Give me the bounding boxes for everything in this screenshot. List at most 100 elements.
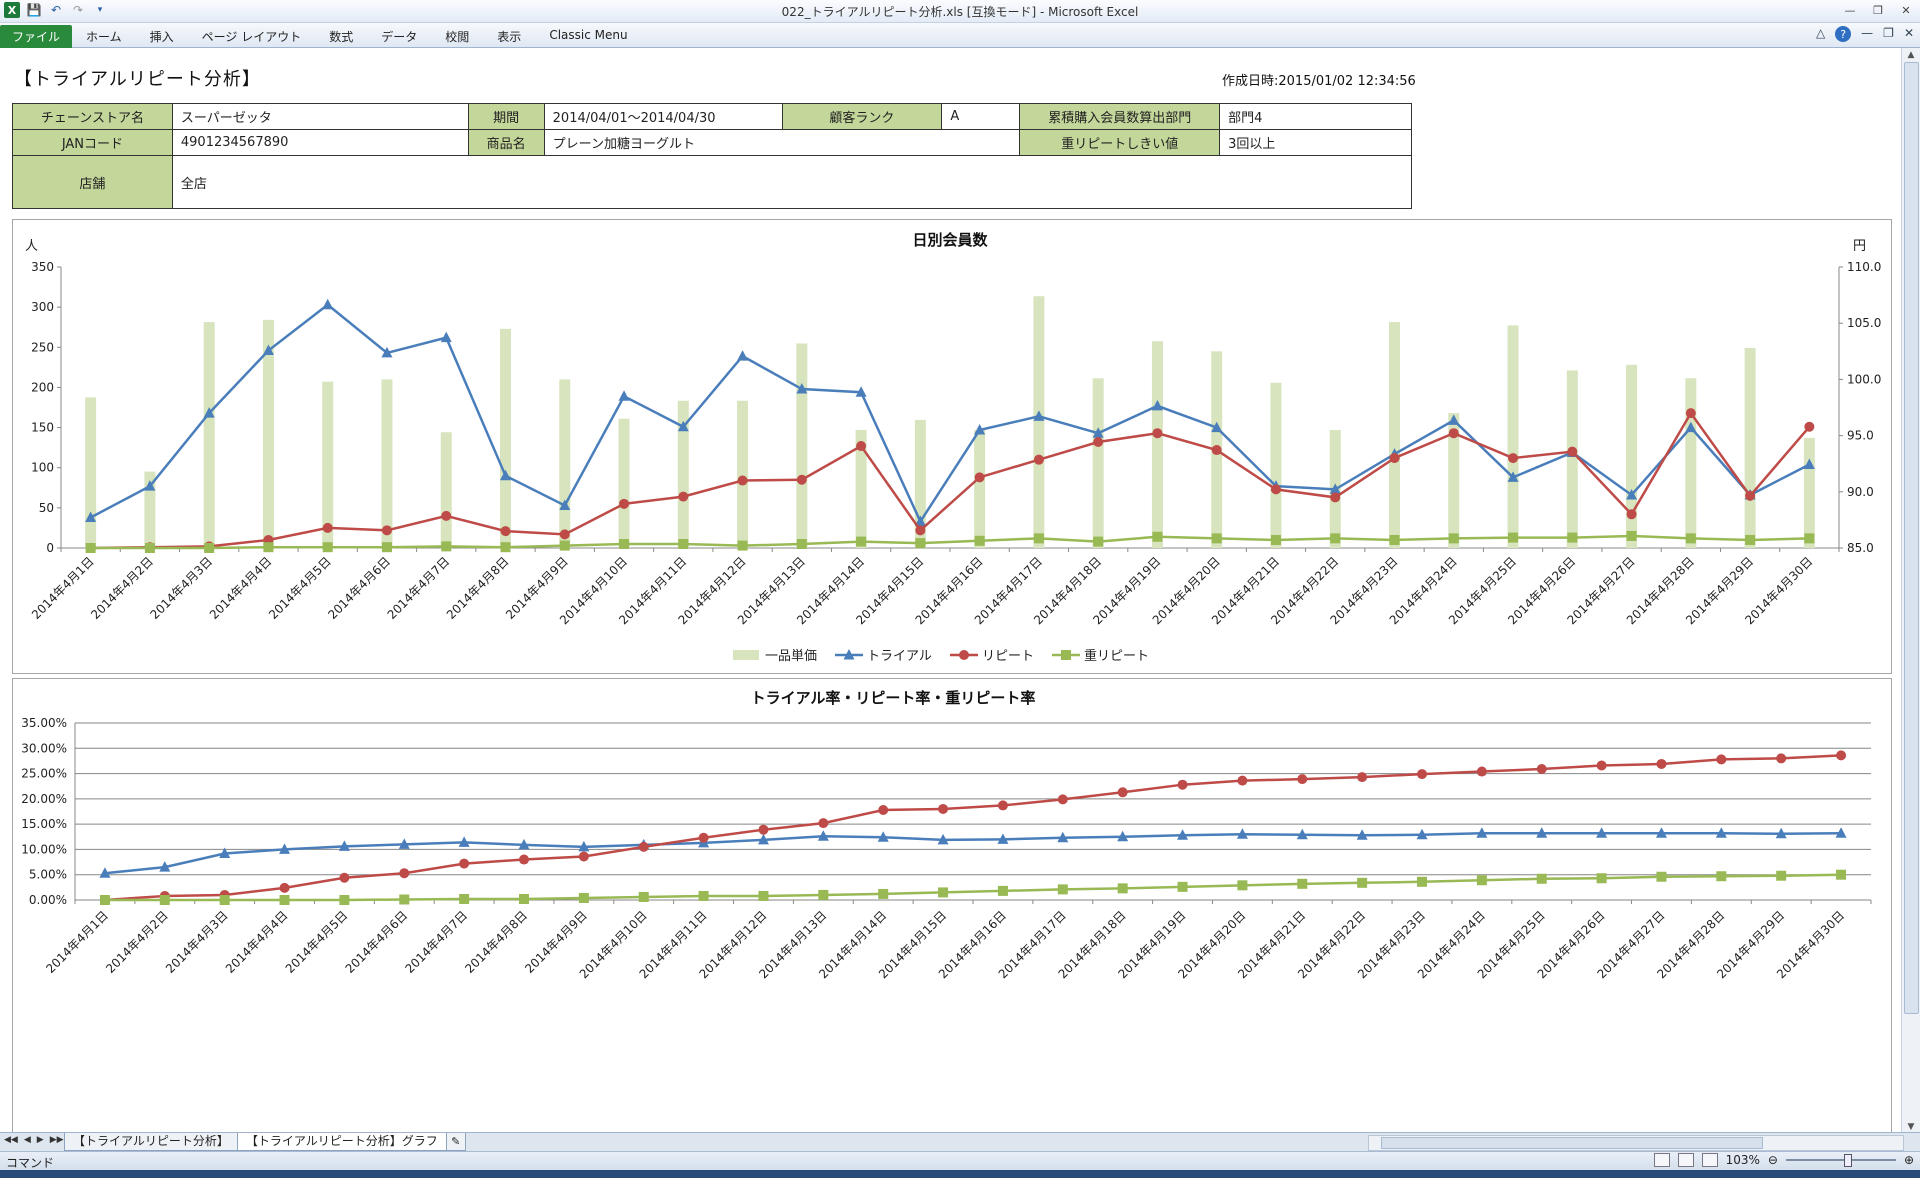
title-bar: X 💾 ↶ ↷ ▾ 022_トライアルリピート分析.xls [互換モード] - …: [0, 0, 1920, 23]
point-circle: [638, 841, 649, 852]
product-name-value[interactable]: プレーン加糖ヨーグルト: [543, 129, 1021, 156]
prev-sheet-icon[interactable]: ◀: [23, 1135, 31, 1145]
y-tick-label: 0.00%: [29, 893, 67, 907]
customer-rank-value[interactable]: A: [941, 103, 1021, 130]
ribbon-tab-1[interactable]: ホーム: [86, 30, 122, 44]
insert-sheet-icon[interactable]: ✎: [445, 1133, 466, 1151]
customize-qat-icon[interactable]: ▾: [97, 5, 103, 15]
x-tick-label: 2014年4月4日: [207, 554, 275, 622]
zoom-slider[interactable]: [1785, 1154, 1896, 1167]
normal-view-icon[interactable]: [1653, 1153, 1670, 1167]
y-tick-label-right: 85.0: [1847, 541, 1874, 555]
bar-ippin-tanka: [855, 429, 867, 548]
worksheet[interactable]: 【トライアルリピート分析】 作成日時:2015/01/02 12:34:56 チ…: [0, 48, 1902, 1134]
scroll-up-icon[interactable]: ▲: [1907, 50, 1915, 60]
point-square: [441, 541, 452, 552]
rate-chart[interactable]: トライアル率・リピート率・重リピート率 0.00% 5.00% 10.00% 15.00…: [12, 678, 1892, 1134]
ribbon-tab-0[interactable]: ファイル: [0, 25, 73, 48]
ribbon-tab-8[interactable]: Classic Menu: [549, 28, 628, 42]
ribbon-tab-2[interactable]: 挿入: [149, 30, 174, 44]
last-sheet-icon[interactable]: ▶▶: [49, 1135, 64, 1145]
scroll-down-icon[interactable]: ▼: [1907, 1122, 1915, 1132]
point-circle: [1033, 454, 1044, 465]
excel-icon[interactable]: X: [4, 2, 20, 18]
point-square: [578, 892, 589, 903]
info-table: チェーンストア名 スーパーゼッタ 期間 2014/04/01～2014/04/3…: [12, 103, 1413, 209]
zoom-slider-knob[interactable]: [1843, 1154, 1852, 1167]
point-square: [1177, 881, 1188, 892]
point-circle: [1745, 490, 1756, 501]
point-square: [1685, 533, 1696, 544]
workbook-minimize-icon[interactable]: —: [1861, 26, 1874, 40]
bar-ippin-tanka: [500, 328, 511, 548]
restore-icon[interactable]: ❐: [1873, 3, 1883, 17]
zoom-in-icon[interactable]: ⊕: [1903, 1153, 1914, 1167]
point-triangle: [1655, 827, 1667, 838]
product-name-label: 商品名: [467, 129, 545, 156]
status-mode: コマンド: [6, 1156, 55, 1170]
x-tick-label: 2014年4月1日: [29, 554, 97, 622]
undo-icon[interactable]: ↶: [50, 3, 62, 17]
point-circle: [339, 872, 350, 883]
point-circle: [878, 804, 889, 815]
point-triangle: [1092, 427, 1104, 438]
x-tick-label: 2014年4月9日: [522, 908, 590, 976]
point-circle: [1626, 509, 1637, 520]
point-triangle: [1211, 421, 1223, 433]
workbook-close-icon[interactable]: ✕: [1903, 26, 1914, 40]
store-value[interactable]: 全店: [171, 155, 1413, 209]
zoom-out-icon[interactable]: ⊖: [1767, 1153, 1778, 1167]
horizontal-scrollbar[interactable]: [1368, 1135, 1904, 1151]
zoom-level[interactable]: 103%: [1725, 1153, 1760, 1167]
y-axis-right-label: 円: [1853, 239, 1866, 254]
vertical-scroll-thumb[interactable]: [1904, 62, 1919, 1014]
point-circle: [678, 491, 689, 502]
series-line-1: [104, 754, 1842, 902]
sheet-tab-analysis[interactable]: 【トライアルリピート分析】: [64, 1133, 238, 1151]
redo-icon[interactable]: ↷: [72, 3, 84, 17]
bar-ippin-tanka: [914, 419, 926, 548]
horizontal-scroll-thumb[interactable]: [1381, 1137, 1763, 1149]
ribbon-tab-6[interactable]: 校閲: [445, 30, 470, 44]
point-square: [997, 885, 1008, 896]
minimize-icon[interactable]: —: [1844, 3, 1856, 17]
point-circle: [559, 529, 570, 540]
point-triangle: [1057, 831, 1069, 843]
period-value[interactable]: 2014/04/01～2014/04/30: [543, 103, 783, 130]
help-icon[interactable]: ?: [1835, 26, 1852, 42]
dept-value[interactable]: 部門4: [1219, 103, 1412, 130]
sheet-tab-graph[interactable]: 【トライアルリピート分析】グラフ: [236, 1133, 447, 1151]
repeat-threshold-value[interactable]: 3回以上: [1219, 129, 1412, 156]
first-sheet-icon[interactable]: ◀◀: [4, 1135, 18, 1145]
next-sheet-icon[interactable]: ▶: [36, 1135, 44, 1145]
point-triangle: [1476, 827, 1488, 838]
legend-marker-1: [843, 649, 855, 660]
point-triangle: [1715, 827, 1727, 838]
point-circle: [399, 868, 410, 879]
chain-store-value[interactable]: スーパーゼッタ: [171, 103, 469, 130]
page-layout-view-icon[interactable]: [1677, 1153, 1694, 1167]
point-square: [938, 887, 949, 898]
point-square: [1237, 880, 1248, 891]
point-triangle: [559, 499, 571, 510]
point-circle: [1536, 764, 1547, 775]
page-break-view-icon[interactable]: [1701, 1153, 1718, 1167]
point-circle: [441, 510, 452, 521]
workbook-restore-icon[interactable]: ❐: [1883, 26, 1894, 40]
save-icon[interactable]: 💾: [26, 3, 42, 17]
point-triangle: [737, 350, 749, 361]
point-circle: [519, 854, 529, 865]
ribbon-tab-5[interactable]: データ: [381, 30, 418, 44]
vertical-scrollbar[interactable]: ▲ ▼: [1901, 48, 1920, 1134]
minimize-ribbon-icon[interactable]: △: [1815, 26, 1826, 40]
daily-members-chart[interactable]: 日別会員数 人 円 0 50 100 150 200 250 300 350 85.0 90.0 95.0…: [12, 219, 1892, 674]
point-triangle: [877, 831, 889, 842]
ribbon-tab-3[interactable]: ページ レイアウト: [201, 30, 302, 44]
ribbon-tab-7[interactable]: 表示: [497, 30, 522, 44]
ribbon-tabs: ファイル ホーム 挿入 ページ レイアウト 数式 データ 校閲 表示 Classic Menu: [0, 25, 642, 48]
point-square: [1448, 533, 1459, 544]
jan-code-value[interactable]: 4901234567890: [171, 129, 469, 156]
point-circle: [737, 475, 748, 486]
ribbon-tab-4[interactable]: 数式: [329, 30, 354, 44]
close-icon[interactable]: ✕: [1901, 3, 1911, 17]
